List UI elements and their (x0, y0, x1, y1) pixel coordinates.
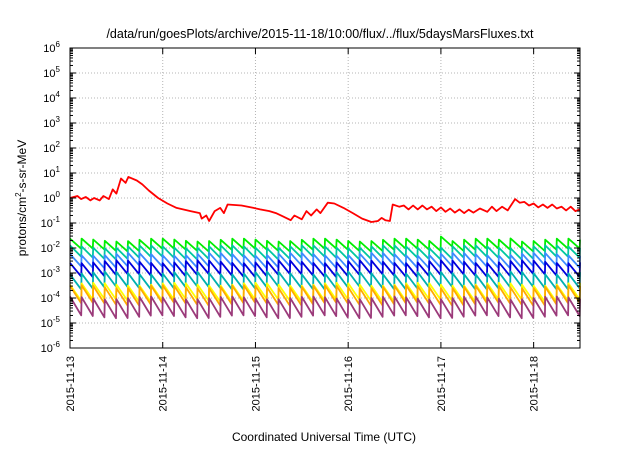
axis-ticks (69, 47, 580, 349)
y-tick-label-base: 10 (43, 143, 55, 155)
x-axis-label: Coordinated Universal Time (UTC) (232, 430, 416, 444)
y-tick-label: 101 (43, 165, 60, 180)
y-tick-label-exp: -2 (53, 240, 61, 249)
y-tick-label-exp: 6 (56, 40, 61, 49)
series-layer (69, 176, 581, 320)
y-tick-label-base: 10 (43, 93, 55, 105)
y-tick-label-base: 10 (41, 243, 53, 255)
x-tick-label: 2015-11-17 (436, 356, 448, 411)
y-tick-label: 106 (43, 40, 60, 55)
y-tick-label-base: 10 (41, 343, 53, 355)
y-tick-label: 10-4 (41, 290, 61, 305)
y-tick-label: 103 (43, 115, 60, 130)
y-tick-label: 105 (43, 65, 60, 80)
y-tick-label: 10-6 (41, 340, 61, 355)
y-tick-label: 10-1 (41, 215, 61, 230)
y-axis-label: protons/cm2-s-sr-MeV (14, 140, 29, 256)
y-tick-label-base: 10 (41, 293, 53, 305)
y-tick-label-exp: 1 (56, 165, 61, 174)
y-axis-label-suffix: -s-sr-MeV (15, 140, 29, 193)
series-line (69, 176, 581, 223)
y-tick-label-exp: 2 (56, 140, 61, 149)
y-tick-label-base: 10 (41, 218, 53, 230)
series-line (69, 284, 581, 307)
x-tick-label: 2015-11-16 (343, 356, 355, 411)
y-tick-label-base: 10 (43, 168, 55, 180)
y-tick-label: 10-3 (41, 265, 61, 280)
y-axis-label-prefix: protons/cm (15, 197, 29, 256)
y-tick-label-exp: -4 (53, 290, 61, 299)
y-tick-label-base: 10 (41, 268, 53, 280)
x-tick-label: 2015-11-13 (65, 356, 77, 411)
chart-title: /data/run/goesPlots/archive/2015-11-18/1… (106, 27, 534, 41)
y-tick-label-exp: -3 (53, 265, 61, 274)
y-tick-label: 10-2 (41, 240, 61, 255)
x-tick-label: 2015-11-18 (529, 356, 541, 411)
x-tick-label: 2015-11-15 (250, 356, 262, 411)
y-tick-label-base: 10 (41, 318, 53, 330)
y-tick-label: 10-5 (41, 315, 61, 330)
y-tick-label-exp: 3 (56, 115, 61, 124)
y-tick-label-exp: 5 (56, 65, 61, 74)
x-tick-label: 2015-11-14 (158, 356, 170, 411)
series-line (69, 295, 581, 320)
y-tick-label-exp: 4 (56, 90, 61, 99)
y-tick-label: 104 (43, 90, 60, 105)
y-tick-label-exp: 0 (56, 190, 61, 199)
y-tick-labels: 10-610-510-410-310-210-11001011021031041… (41, 40, 61, 355)
y-axis-label-sup: 2 (14, 192, 23, 197)
y-tick-label-base: 10 (43, 193, 55, 205)
series-line (69, 235, 581, 253)
y-tick-label: 100 (43, 190, 60, 205)
y-tick-label-base: 10 (43, 43, 55, 55)
y-tick-label: 102 (43, 140, 60, 155)
series-line (69, 244, 581, 261)
x-tick-labels: 2015-11-13 2015-11-14 2015-11-15 2015-11-16… (65, 356, 541, 411)
y-tick-label-exp: -1 (53, 215, 61, 224)
y-tick-label-exp: -6 (53, 340, 61, 349)
y-tick-label-exp: -5 (53, 315, 61, 324)
y-tick-label-base: 10 (43, 68, 55, 80)
y-tick-label-base: 10 (43, 118, 55, 130)
